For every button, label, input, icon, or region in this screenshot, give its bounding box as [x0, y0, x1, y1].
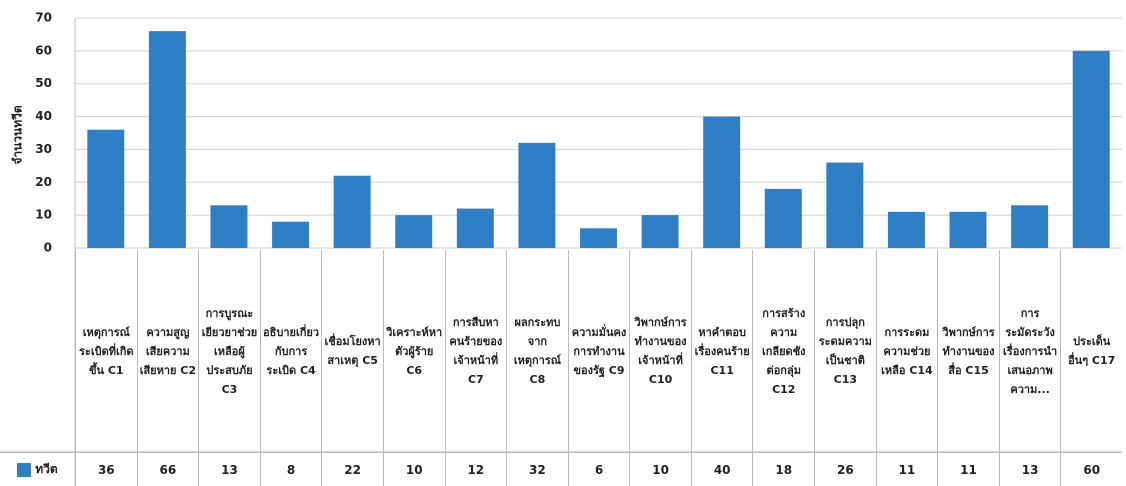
bar [148, 31, 186, 249]
y-tick-label: 20 [35, 175, 52, 189]
table-value: 32 [506, 452, 568, 486]
x-tick-label: วิเคราะห์หาตัวผู้ร้าย C6 [382, 250, 445, 452]
bar [887, 211, 925, 248]
bar [826, 162, 864, 248]
table-value: 10 [382, 452, 445, 486]
x-tick-label: การปลุกระดมความเป็นชาติ C13 [814, 250, 876, 452]
table-value: 36 [75, 452, 137, 486]
table-value: 12 [444, 452, 507, 486]
bar [87, 129, 125, 248]
bar [210, 205, 248, 248]
x-tick-label: ความสูญเสียความเสียหาย C2 [136, 250, 199, 452]
legend-swatch [17, 462, 32, 477]
y-tick-label: 70 [35, 11, 52, 25]
y-tick-label: 30 [35, 142, 52, 156]
y-tick-label: 50 [35, 76, 52, 90]
bar [703, 116, 741, 248]
x-tick-label: วิพากษ์การทำงานของสื่อ C15 [937, 250, 999, 452]
x-tick-label: ประเด็นอื่นๆ C17 [1060, 250, 1122, 452]
table-value: 13 [198, 452, 260, 486]
table-value: 40 [690, 452, 753, 486]
x-tick-label: ความมั่นคงการทำงานของรัฐ C9 [567, 250, 630, 452]
x-tick-label: การสร้างความเกลียดชังต่อกลุ่ม C12 [752, 250, 814, 452]
table-value: 66 [136, 452, 199, 486]
bar [272, 221, 310, 248]
legend: ทวีต [0, 452, 75, 486]
x-tick-label: การระดมความช่วยเหลือ C14 [875, 250, 938, 452]
table-value: 10 [629, 452, 691, 486]
bar [456, 208, 494, 248]
x-tick-label: ผลกระทบจากเหตุการณ์ C8 [506, 250, 568, 452]
table-value: 60 [1060, 452, 1122, 486]
bar [395, 215, 433, 248]
bar [518, 142, 556, 248]
bar [949, 211, 987, 248]
bar [1011, 205, 1049, 248]
bar [333, 175, 371, 248]
table-value: 22 [321, 452, 383, 486]
x-tick-label: เชื่อมโยงหาสาเหตุ C5 [321, 250, 383, 452]
table-value: 26 [814, 452, 876, 486]
x-tick-label: การสืบหาคนร้ายของเจ้าหน้าที่ C7 [444, 250, 507, 452]
x-tick-label: อธิบายเกี่ยวกับการระเบิด C4 [259, 250, 322, 452]
table-value: 18 [752, 452, 815, 486]
bar [641, 215, 679, 248]
y-tick-label: 60 [35, 43, 52, 57]
x-tick-label: การระมัดระวังเรื่องการนำเสนอภาพความ... [998, 250, 1061, 452]
table-value: 8 [259, 452, 322, 486]
bar [1072, 50, 1110, 248]
bar [764, 188, 802, 248]
table-value: 11 [875, 452, 938, 486]
y-tick-label: 0 [44, 241, 52, 255]
y-axis-label: จำนวนทวีต [11, 105, 25, 165]
bar [580, 228, 617, 248]
table-value: 6 [567, 452, 630, 486]
x-tick-label: การบูรณะเยียวยาช่วยเหลือผู้ประสบภัย C3 [198, 250, 260, 452]
x-tick-label: หาคำตอบเรื่องคนร้าย C11 [690, 250, 753, 452]
x-tick-label: วิพากษ์การทำงานของเจ้าหน้าที่ C10 [629, 250, 691, 452]
table-value: 13 [998, 452, 1061, 486]
legend-label: ทวีต [35, 462, 58, 476]
y-tick-label: 40 [35, 109, 52, 123]
x-tick-label: เหตุการณ์ระเบิดที่เกิดขึ้น C1 [75, 250, 137, 452]
table-value: 11 [937, 452, 999, 486]
y-tick-label: 10 [35, 208, 52, 222]
